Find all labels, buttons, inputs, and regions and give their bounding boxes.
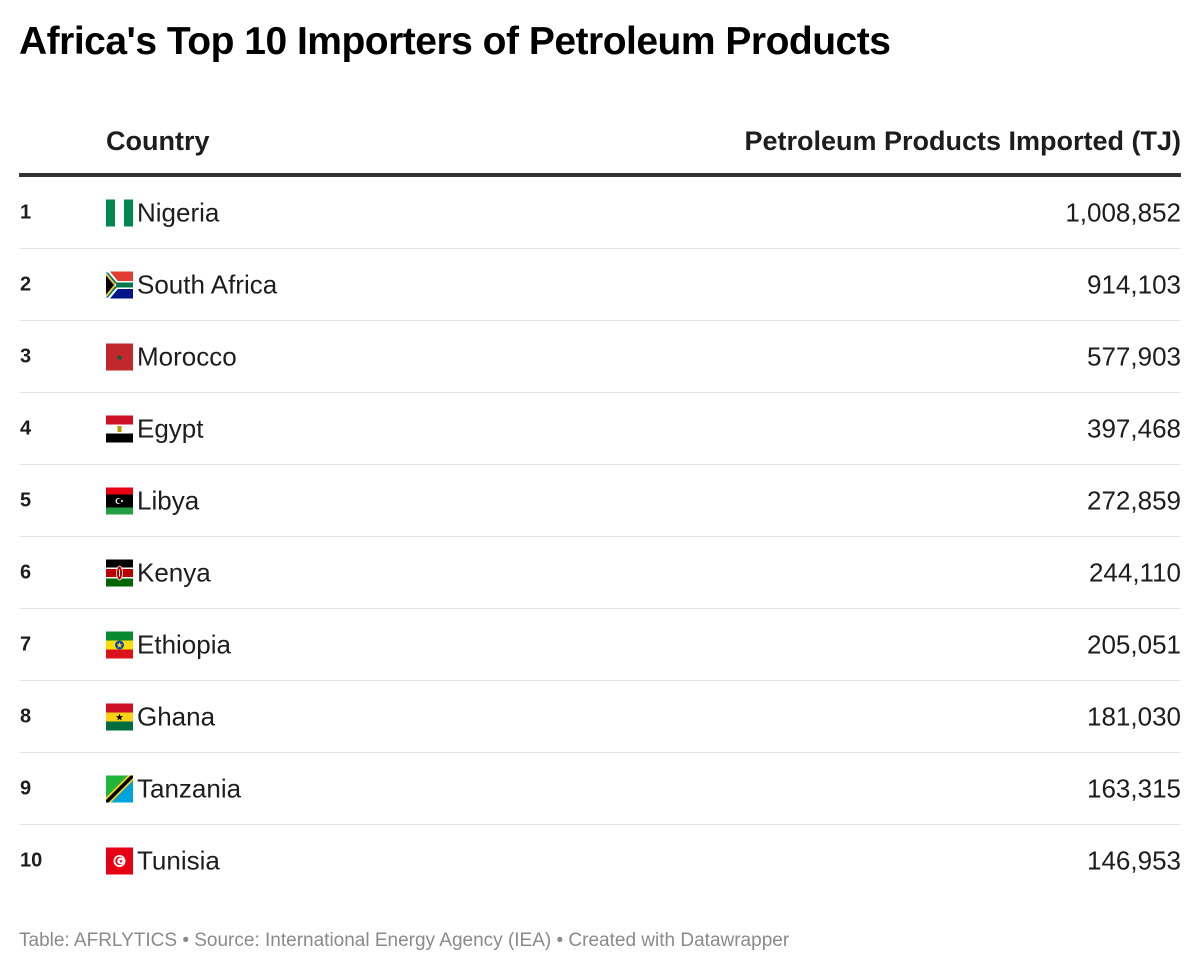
value-cell: 146,953 [1087, 845, 1181, 875]
country-name: Tanzania [137, 773, 242, 803]
page-title: Africa's Top 10 Importers of Petroleum P… [19, 20, 891, 63]
rank-cell: 8 [20, 705, 32, 727]
country-cell: Libya [106, 485, 199, 516]
country-cell: Kenya [106, 557, 211, 588]
table-row: 4 Egypt 397,468 [19, 393, 1181, 465]
value-cell: 244,110 [1088, 557, 1181, 587]
table-body: 1 Nigeria 1,008,852 2 South Africa 914,1… [19, 177, 1181, 896]
value-cell: 914,103 [1087, 269, 1181, 299]
south-africa-flag-icon [106, 271, 133, 298]
country-name: South Africa [137, 269, 278, 299]
libya-flag-icon [106, 487, 133, 514]
nigeria-flag-icon [106, 199, 133, 226]
egypt-flag-icon [106, 415, 133, 442]
country-name: Libya [137, 485, 200, 515]
table-row: 6 Kenya 244,110 [19, 537, 1181, 609]
table-row: 9 Tanzania 163,315 [19, 753, 1181, 825]
country-name: Tunisia [137, 845, 220, 875]
country-cell: Tunisia [106, 845, 220, 876]
table-row: 7 Ethiopia 205,051 [19, 609, 1181, 681]
value-cell: 205,051 [1087, 629, 1181, 659]
source-footer: Table: AFRLYTICS • Source: International… [19, 930, 790, 951]
value-cell: 163,315 [1087, 773, 1181, 803]
country-cell: Nigeria [106, 197, 219, 228]
country-cell: Ethiopia [106, 629, 231, 660]
ghana-flag-icon [106, 703, 133, 730]
country-cell: Morocco [106, 341, 237, 372]
country-name: Ethiopia [137, 629, 231, 659]
kenya-flag-icon [106, 559, 133, 586]
tunisia-flag-icon [106, 847, 133, 874]
value-cell: 272,859 [1087, 485, 1181, 515]
rank-cell: 5 [20, 489, 32, 511]
table-header: Country Petroleum Products Imported (TJ) [19, 110, 1181, 177]
value-cell: 577,903 [1087, 341, 1181, 371]
table-row: 8 Ghana 181,030 [19, 681, 1181, 753]
header-country[interactable]: Country [106, 126, 210, 156]
header-value[interactable]: Petroleum Products Imported (TJ) [744, 126, 1181, 156]
country-name: Kenya [137, 557, 211, 587]
country-cell: Egypt [106, 413, 204, 444]
country-name: Ghana [137, 701, 216, 731]
rank-cell: 7 [20, 633, 32, 655]
morocco-flag-icon [106, 343, 133, 370]
rank-cell: 4 [20, 417, 32, 439]
ethiopia-flag-icon [106, 631, 133, 658]
value-cell: 181,030 [1087, 701, 1181, 731]
value-cell: 397,468 [1087, 413, 1181, 443]
country-cell: Ghana [106, 701, 215, 732]
country-cell: Tanzania [106, 773, 241, 804]
value-cell: 1,008,852 [1065, 197, 1181, 227]
rank-cell: 2 [20, 273, 32, 295]
rank-cell: 1 [20, 201, 32, 223]
rank-cell: 10 [20, 849, 43, 871]
table-row: 5 Libya 272,859 [19, 465, 1181, 537]
table-row: 3 Morocco 577,903 [19, 321, 1181, 393]
table-row: 2 South Africa 914,103 [19, 249, 1181, 321]
tanzania-flag-icon [106, 775, 133, 802]
country-cell: South Africa [106, 269, 277, 300]
data-table: Country Petroleum Products Imported (TJ)… [19, 110, 1181, 896]
table-row: 10 Tunisia 146,953 [19, 825, 1181, 896]
rank-cell: 9 [20, 777, 32, 799]
rank-cell: 6 [20, 561, 32, 583]
country-name: Egypt [137, 413, 204, 443]
table-row: 1 Nigeria 1,008,852 [19, 177, 1181, 249]
country-name: Morocco [137, 341, 237, 371]
rank-cell: 3 [20, 345, 32, 367]
country-name: Nigeria [137, 197, 220, 227]
